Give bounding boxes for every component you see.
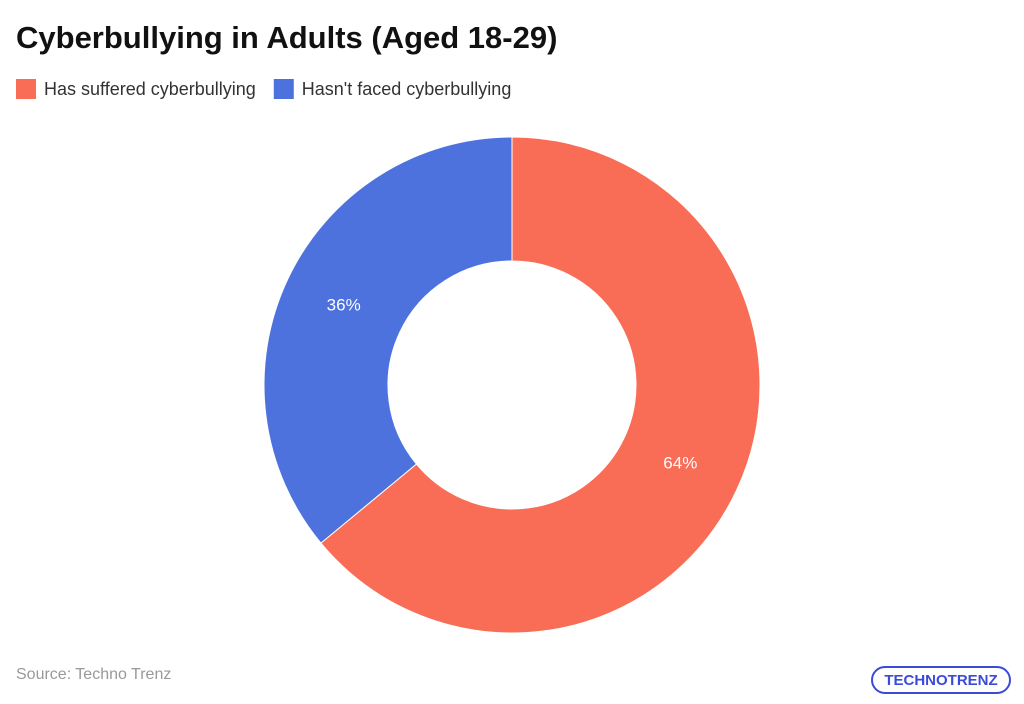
donut-slice [263, 136, 513, 544]
legend-label: Hasn't faced cyberbullying [302, 79, 512, 99]
donut-slice [320, 136, 761, 634]
legend-label: Has suffered cyberbullying [44, 79, 256, 99]
source: Source: Techno Trenz [16, 666, 171, 683]
chart-title: Cyberbullying in Adults (Aged 18-29) [16, 20, 557, 55]
logo-frame [871, 666, 1011, 694]
data-label: 36% [327, 295, 361, 314]
logo: TECHNOTRENZ [884, 672, 997, 689]
legend-swatch [273, 79, 294, 99]
data-label: 64% [663, 454, 697, 473]
legend-swatch [16, 79, 36, 99]
